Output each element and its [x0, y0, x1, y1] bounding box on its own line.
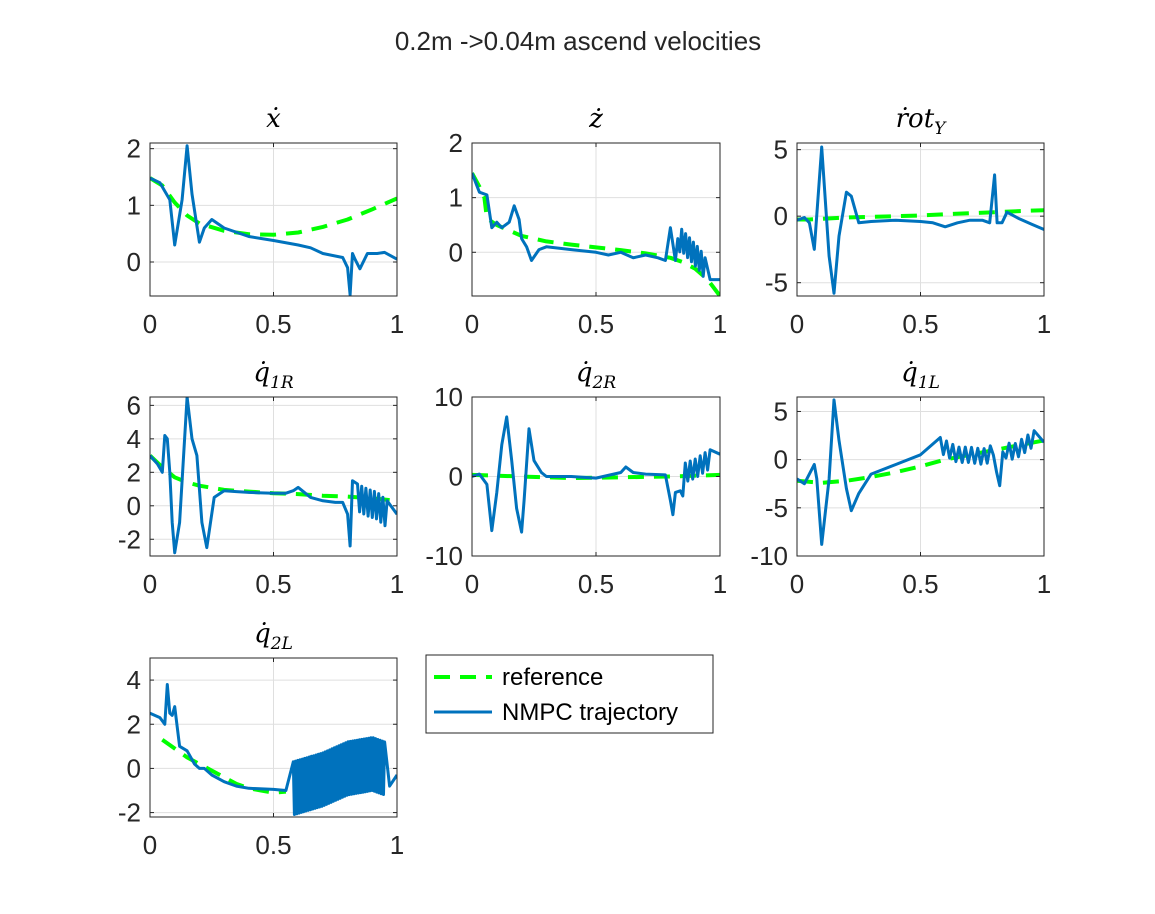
y-tick-label: -2	[118, 798, 141, 828]
nmpc-series-line	[472, 415, 720, 534]
y-tick-label: 5	[774, 396, 788, 426]
x-tick-label: 0.5	[255, 830, 291, 860]
reference-series-line	[150, 176, 397, 237]
x-tick-label: 0	[143, 569, 157, 599]
y-tick-label: 0	[449, 237, 463, 267]
subplot-title: q̇2L	[254, 619, 293, 654]
y-tick-label: 4	[127, 665, 141, 695]
legend-box	[425, 654, 714, 734]
y-tick-label: 0	[774, 445, 788, 475]
subplot-title-symbol: ẋ	[266, 104, 281, 134]
y-tick-label: 4	[127, 424, 141, 454]
nmpc-series-line	[797, 398, 1044, 546]
x-tick-label: 0.5	[255, 569, 291, 599]
x-tick-label: 1	[390, 309, 404, 339]
subplot-4: 0 0.5 1 -20 24 6 q̇1R	[118, 358, 404, 599]
x-tick-label: 0.5	[578, 569, 614, 599]
x-tick-label: 0.5	[578, 309, 614, 339]
legend-nmpc-label: NMPC trajectory	[502, 699, 678, 726]
y-tick-label: 10	[434, 382, 463, 412]
x-tick-label: 1	[1037, 309, 1051, 339]
subplot-title-symbol: ż	[588, 104, 603, 134]
subplot-title-subscript: 2L	[270, 634, 293, 654]
y-tick-label: 2	[127, 709, 141, 739]
subplot-title-subscript: 2R	[592, 373, 617, 393]
y-tick-label: -10	[750, 541, 788, 571]
x-tick-label: 0	[790, 309, 804, 339]
x-tick-label: 0	[143, 830, 157, 860]
y-tick-label: 5	[774, 135, 788, 165]
x-tick-label: 0	[143, 309, 157, 339]
subplot-title: ż	[588, 104, 603, 134]
x-tick-label: 1	[713, 309, 727, 339]
y-tick-label: -10	[425, 541, 463, 571]
subplot-title: q̇1L	[901, 358, 940, 393]
x-tick-label: 0.5	[902, 569, 938, 599]
y-tick-label: 0	[449, 462, 463, 492]
y-tick-label: 2	[449, 128, 463, 158]
subplot-title: ẋ	[266, 104, 281, 134]
subplot-title-symbol: q̇	[253, 358, 270, 388]
subplot-title-symbol: ṙot	[896, 104, 935, 134]
y-tick-label: -5	[765, 493, 788, 523]
subplot-2: 0 0.5 1 0 1 2 ż	[449, 104, 728, 339]
subplot-title: q̇1R	[253, 358, 293, 393]
x-tick-label: 0.5	[902, 309, 938, 339]
y-tick-label: -5	[765, 268, 788, 298]
subplot-title: ṙotY	[896, 104, 948, 139]
x-tick-label: 1	[713, 569, 727, 599]
subplot-title-subscript: 1R	[270, 373, 294, 393]
subplot-title-subscript: Y	[934, 119, 947, 139]
subplot-title: q̇2R	[576, 358, 616, 393]
subplot-title-symbol: q̇	[901, 358, 918, 388]
y-tick-label: 0	[127, 247, 141, 277]
x-tick-label: 1	[390, 830, 404, 860]
subplot-title-symbol: q̇	[576, 358, 593, 388]
legend: reference NMPC trajectory	[425, 654, 714, 734]
x-tick-label: 1	[1037, 569, 1051, 599]
reference-series-line	[797, 208, 1044, 222]
y-tick-label: 1	[127, 190, 141, 220]
x-tick-label: 0	[465, 569, 479, 599]
nmpc-series-line	[150, 683, 397, 816]
x-tick-label: 1	[390, 569, 404, 599]
figure-title: 0.2m ->0.04m ascend velocities	[395, 26, 761, 56]
y-tick-label: 0	[774, 201, 788, 231]
reference-series-line	[472, 172, 720, 296]
legend-reference-label: reference	[502, 664, 603, 691]
reference-series-line	[797, 438, 1044, 485]
x-tick-label: 0.5	[255, 309, 291, 339]
y-tick-label: 1	[449, 183, 463, 213]
y-tick-label: -2	[118, 524, 141, 554]
x-tick-label: 0	[790, 569, 804, 599]
y-tick-label: 6	[127, 390, 141, 420]
subplot-title-subscript: 1L	[918, 373, 940, 393]
reference-series-line	[161, 738, 287, 795]
y-tick-label: 2	[127, 134, 141, 164]
subplot-title-symbol: q̇	[254, 619, 271, 649]
y-tick-label: 2	[127, 457, 141, 487]
nmpc-series-line	[472, 172, 720, 282]
nmpc-series-line	[150, 144, 397, 296]
x-tick-label: 0	[465, 309, 479, 339]
y-tick-label: 0	[127, 753, 141, 783]
nmpc-series-line	[150, 397, 397, 555]
subplot-6: 0 0.5 1 -10 -5 0 5 q̇1L	[750, 358, 1051, 599]
nmpc-series-line	[797, 145, 1044, 295]
subplot-1: 0 0.5 1 0 1 2 ẋ	[127, 104, 405, 339]
y-tick-label: 0	[127, 491, 141, 521]
